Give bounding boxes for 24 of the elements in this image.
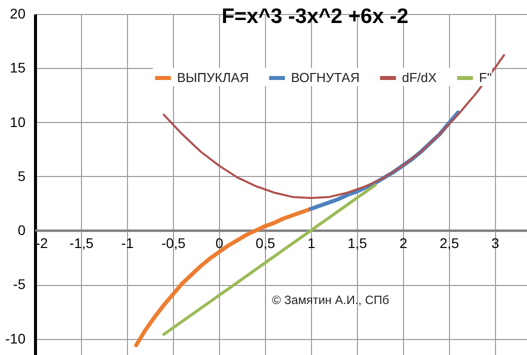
- y-tick-label: 5: [18, 168, 26, 184]
- x-tick-label: 0,5: [256, 235, 276, 252]
- annotation: © Замятин А.И., СПб: [272, 293, 390, 307]
- x-tick-label: 2,5: [440, 235, 460, 252]
- x-tick-label: 1,5: [348, 235, 368, 252]
- legend-label: ВЫПУКЛАЯ: [177, 70, 249, 85]
- y-tick-label: 10: [10, 114, 26, 130]
- x-tick-label: 2: [399, 235, 408, 252]
- legend-label: dF/dX: [402, 70, 438, 85]
- x-tick-label: 0: [216, 235, 224, 252]
- y-tick-label: 15: [10, 60, 26, 76]
- legend-label: ВОГНУТАЯ: [291, 70, 360, 85]
- y-tick-label: -5: [13, 276, 26, 292]
- y-tick-label: 0: [18, 222, 26, 238]
- x-tick-label: -1,5: [69, 235, 94, 252]
- x-tick-label: -1: [121, 235, 134, 252]
- x-tick-label: -2: [36, 235, 48, 252]
- y-tick-label: -10: [5, 330, 26, 346]
- x-tick-label: 3: [491, 235, 500, 252]
- x-tick-label: 1: [307, 235, 316, 252]
- x-tick-label: -0,5: [161, 235, 186, 252]
- legend-label: F'': [479, 70, 492, 85]
- chart-title: F=x^3 -3x^2 +6x -2: [222, 5, 408, 28]
- y-tick-label: 20: [10, 6, 26, 22]
